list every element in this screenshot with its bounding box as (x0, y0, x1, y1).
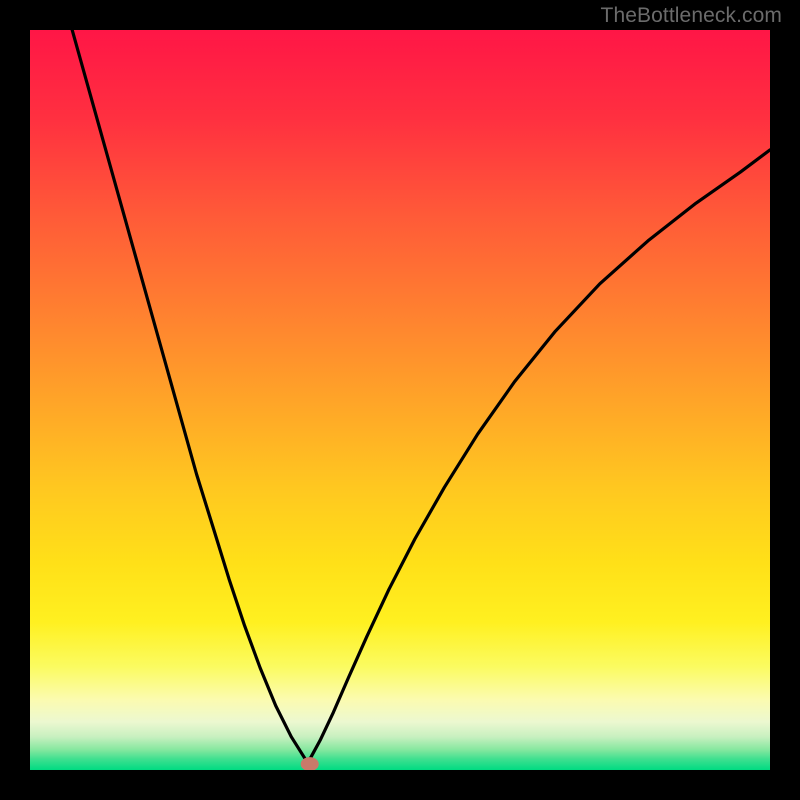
chart-plot-area (30, 30, 770, 770)
gradient-background (30, 30, 770, 770)
chart-svg (30, 30, 770, 770)
watermark-text: TheBottleneck.com (601, 4, 782, 28)
